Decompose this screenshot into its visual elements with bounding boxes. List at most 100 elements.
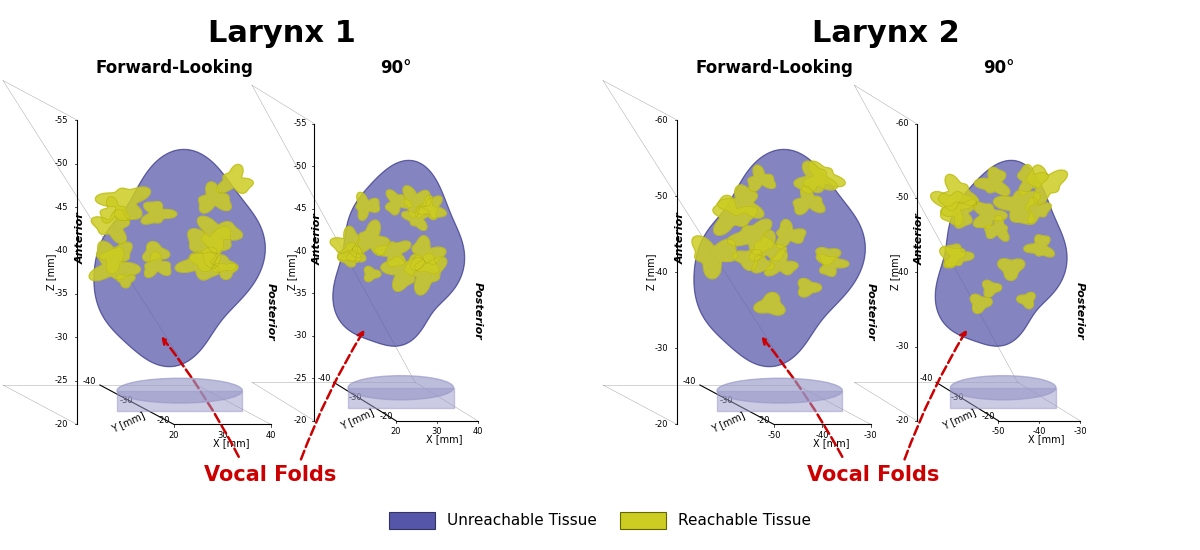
Polygon shape [198,182,232,213]
Text: Z [mm]: Z [mm] [646,254,656,290]
Polygon shape [754,293,785,315]
Ellipse shape [718,378,842,403]
Polygon shape [749,230,786,261]
Polygon shape [402,206,430,230]
Polygon shape [212,255,236,273]
Text: -20: -20 [895,416,910,425]
Text: -55: -55 [293,119,307,128]
Text: -30: -30 [654,344,668,353]
Text: Larynx 2: Larynx 2 [811,19,960,48]
Text: -60: -60 [895,119,910,128]
Ellipse shape [348,376,454,400]
Text: -40: -40 [654,268,668,277]
Polygon shape [1016,293,1036,309]
Text: -30: -30 [720,397,733,405]
Text: -45: -45 [293,204,307,213]
Text: Larynx 1: Larynx 1 [208,19,356,48]
Polygon shape [142,202,176,224]
Text: Anterior: Anterior [676,212,685,265]
Polygon shape [215,263,238,279]
Text: -20: -20 [379,412,394,421]
Legend: Unreachable Tissue, Reachable Tissue: Unreachable Tissue, Reachable Tissue [382,504,818,537]
Text: -40: -40 [83,377,96,386]
Polygon shape [941,200,977,228]
Polygon shape [733,249,762,270]
Text: -35: -35 [54,289,68,299]
Text: -20: -20 [757,416,770,425]
Polygon shape [89,247,140,280]
Text: -30: -30 [54,333,68,342]
Polygon shape [713,195,758,235]
Polygon shape [971,294,992,313]
Polygon shape [748,165,775,191]
Polygon shape [94,150,265,367]
Polygon shape [116,274,134,288]
Polygon shape [198,216,242,254]
Text: -50: -50 [895,194,910,202]
Polygon shape [1018,164,1049,195]
Text: Posterior: Posterior [266,283,276,340]
Polygon shape [145,251,170,277]
Text: 40: 40 [265,431,276,440]
Polygon shape [935,161,1067,346]
Text: -30: -30 [950,393,965,402]
Text: -25: -25 [54,376,68,386]
Text: -40: -40 [317,374,331,383]
Text: -50: -50 [767,431,781,440]
Polygon shape [337,243,361,262]
Polygon shape [692,236,737,279]
Polygon shape [943,244,974,268]
Polygon shape [718,185,764,218]
Polygon shape [415,195,438,219]
Text: -30: -30 [895,342,910,351]
Text: Forward-Looking: Forward-Looking [695,59,853,78]
Polygon shape [694,150,865,367]
Text: -30: -30 [120,397,133,405]
Polygon shape [998,259,1025,281]
Polygon shape [974,167,1009,195]
Text: 90°: 90° [983,59,1014,78]
Text: 30: 30 [432,427,442,436]
Polygon shape [983,280,1002,297]
Ellipse shape [116,378,242,403]
Text: -20: -20 [654,420,668,429]
Text: 30: 30 [217,431,228,440]
Polygon shape [100,197,130,223]
Polygon shape [776,219,805,249]
Polygon shape [96,241,132,274]
Polygon shape [940,246,966,268]
Text: 40: 40 [473,427,482,436]
Polygon shape [931,191,977,225]
Polygon shape [353,220,390,256]
Polygon shape [330,227,362,258]
Polygon shape [938,174,978,210]
Polygon shape [798,278,822,297]
Text: 20: 20 [169,431,179,440]
Text: Z [mm]: Z [mm] [889,254,900,290]
Text: X [mm]: X [mm] [1028,434,1064,444]
Polygon shape [332,161,464,346]
Text: Posterior: Posterior [473,282,482,339]
Text: Posterior: Posterior [1075,282,1085,339]
Text: -55: -55 [54,116,68,124]
Polygon shape [973,202,1007,228]
Polygon shape [727,219,774,255]
Polygon shape [356,192,379,221]
Text: -35: -35 [293,289,307,298]
Text: Vocal Folds: Vocal Folds [204,465,336,485]
Bar [950,388,1056,408]
Polygon shape [1026,165,1068,205]
Bar [348,388,454,408]
Polygon shape [415,253,439,273]
Text: X [mm]: X [mm] [426,434,462,444]
Text: 20: 20 [391,427,401,436]
Polygon shape [751,256,774,273]
Polygon shape [816,248,841,265]
Text: Y [mm]: Y [mm] [941,407,978,431]
Text: -30: -30 [864,431,877,440]
Text: -20: -20 [54,420,68,429]
Bar [718,390,842,411]
Polygon shape [337,250,356,267]
Polygon shape [404,254,446,295]
Text: Posterior: Posterior [866,283,876,340]
